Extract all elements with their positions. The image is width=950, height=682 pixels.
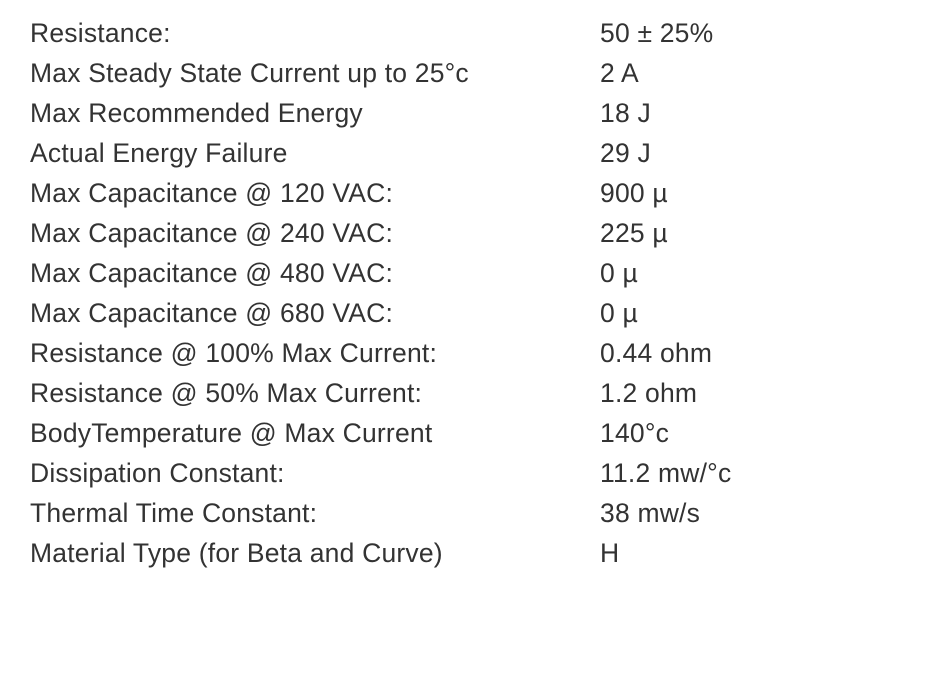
spec-row: Resistance @ 100% Max Current: 0.44 ohm	[30, 340, 920, 367]
spec-value: 225 µ	[600, 220, 668, 247]
spec-label: Actual Energy Failure	[30, 140, 600, 167]
spec-label: Dissipation Constant:	[30, 460, 600, 487]
spec-row: Dissipation Constant: 11.2 mw/°c	[30, 460, 920, 487]
spec-value: 11.2 mw/°c	[600, 460, 731, 487]
spec-row: Actual Energy Failure 29 J	[30, 140, 920, 167]
spec-value: 900 µ	[600, 180, 668, 207]
spec-table: Resistance: 50 ± 25% Max Steady State Cu…	[0, 0, 950, 682]
spec-value: 1.2 ohm	[600, 380, 697, 407]
spec-label: Max Recommended Energy	[30, 100, 600, 127]
spec-label: BodyTemperature @ Max Current	[30, 420, 600, 447]
spec-row: Max Capacitance @ 480 VAC: 0 µ	[30, 260, 920, 287]
spec-value: 18 J	[600, 100, 651, 127]
spec-row: Max Capacitance @ 240 VAC: 225 µ	[30, 220, 920, 247]
spec-row: Max Capacitance @ 120 VAC: 900 µ	[30, 180, 920, 207]
spec-value: 38 mw/s	[600, 500, 700, 527]
spec-label: Resistance @ 50% Max Current:	[30, 380, 600, 407]
spec-value: 50 ± 25%	[600, 20, 713, 47]
spec-row: Max Capacitance @ 680 VAC: 0 µ	[30, 300, 920, 327]
spec-value: 140°c	[600, 420, 669, 447]
spec-label: Max Capacitance @ 120 VAC:	[30, 180, 600, 207]
spec-label: Max Capacitance @ 240 VAC:	[30, 220, 600, 247]
spec-label: Material Type (for Beta and Curve)	[30, 540, 600, 567]
spec-row: BodyTemperature @ Max Current 140°c	[30, 420, 920, 447]
spec-label: Resistance @ 100% Max Current:	[30, 340, 600, 367]
spec-row: Resistance: 50 ± 25%	[30, 20, 920, 47]
spec-row: Material Type (for Beta and Curve) H	[30, 540, 920, 567]
spec-value: 0.44 ohm	[600, 340, 712, 367]
spec-label: Resistance:	[30, 20, 600, 47]
spec-row: Resistance @ 50% Max Current: 1.2 ohm	[30, 380, 920, 407]
spec-row: Max Steady State Current up to 25°c 2 A	[30, 60, 920, 87]
spec-value: 2 A	[600, 60, 639, 87]
spec-label: Thermal Time Constant:	[30, 500, 600, 527]
spec-value: 29 J	[600, 140, 651, 167]
spec-value: 0 µ	[600, 260, 638, 287]
spec-label: Max Steady State Current up to 25°c	[30, 60, 600, 87]
spec-row: Thermal Time Constant: 38 mw/s	[30, 500, 920, 527]
spec-value: 0 µ	[600, 300, 638, 327]
spec-label: Max Capacitance @ 680 VAC:	[30, 300, 600, 327]
spec-row: Max Recommended Energy 18 J	[30, 100, 920, 127]
spec-label: Max Capacitance @ 480 VAC:	[30, 260, 600, 287]
spec-value: H	[600, 540, 619, 567]
